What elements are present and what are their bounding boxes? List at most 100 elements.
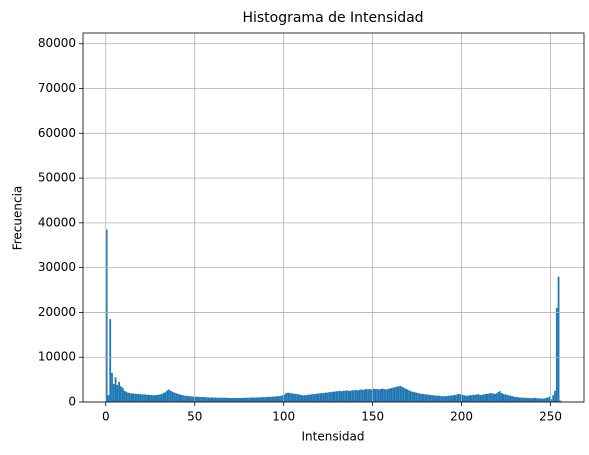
bar [447, 395, 450, 402]
bar [326, 392, 329, 402]
bar [509, 395, 512, 402]
bar [458, 393, 460, 402]
bar [128, 393, 131, 402]
bar [410, 391, 412, 402]
bar [529, 398, 531, 402]
bar [127, 392, 129, 402]
bar [256, 397, 259, 402]
bar [450, 395, 453, 402]
bar [111, 372, 113, 402]
bar [159, 394, 161, 402]
bar [299, 394, 302, 402]
bar [365, 389, 368, 402]
x-tick-label: 0 [102, 410, 110, 424]
bar [253, 397, 256, 402]
bar [333, 391, 336, 402]
bar [490, 393, 492, 402]
bar [401, 386, 403, 402]
bar [442, 396, 444, 402]
bar [461, 394, 464, 402]
bar [411, 391, 414, 402]
bar [294, 393, 297, 402]
bar [192, 396, 195, 402]
bar [160, 393, 163, 402]
bar [262, 397, 265, 402]
bar [269, 396, 272, 402]
bar [216, 397, 218, 402]
bar [107, 395, 110, 402]
bar [310, 394, 313, 402]
bar [424, 394, 427, 402]
x-tick-label: 100 [272, 410, 295, 424]
bar [274, 396, 277, 402]
y-tick-label: 50000 [38, 171, 76, 185]
bar [465, 395, 467, 402]
bar [315, 393, 318, 402]
bar [168, 389, 170, 402]
bar [488, 393, 491, 402]
bar [388, 388, 391, 402]
bar [157, 394, 160, 402]
bar [255, 397, 257, 402]
bar [452, 395, 455, 402]
bar [506, 394, 508, 402]
bar [290, 393, 293, 402]
bar [486, 393, 489, 402]
bar [136, 393, 138, 402]
bar [434, 395, 437, 402]
bar [500, 393, 503, 402]
bar [235, 397, 238, 402]
bar [242, 397, 245, 402]
bar [554, 390, 556, 402]
x-tick-label: 200 [450, 410, 473, 424]
bar [182, 395, 185, 402]
bar [436, 395, 439, 402]
bar [353, 390, 355, 402]
bar [230, 397, 233, 402]
bar [109, 319, 112, 402]
bar [525, 397, 528, 402]
bar [130, 393, 133, 402]
bar [372, 388, 375, 402]
y-tick-label: 20000 [38, 305, 76, 319]
bar [518, 397, 521, 402]
bar [308, 394, 311, 402]
bar [383, 389, 386, 402]
bar [347, 390, 350, 402]
bar [118, 381, 121, 402]
bar [404, 388, 407, 402]
y-tick-label: 30000 [38, 260, 76, 274]
bar [449, 395, 451, 402]
bar [184, 395, 186, 402]
bar [475, 394, 478, 402]
bar [342, 390, 345, 402]
bar [491, 393, 494, 402]
bar [427, 394, 430, 402]
bar [456, 394, 459, 402]
bar [271, 396, 274, 402]
bar [555, 307, 558, 402]
bar [420, 393, 423, 402]
bar [493, 393, 496, 402]
bar [377, 389, 380, 402]
bar [152, 395, 154, 402]
bar [399, 385, 402, 402]
bar [522, 397, 524, 402]
bar [532, 397, 535, 402]
bar [322, 393, 325, 402]
bar [511, 396, 514, 402]
bar [289, 393, 291, 402]
bar [260, 397, 263, 402]
bar [408, 390, 411, 402]
bar [178, 394, 181, 402]
bar [422, 393, 425, 402]
bar [248, 397, 250, 402]
bar [463, 395, 466, 402]
bar [413, 392, 416, 402]
bar [429, 394, 432, 402]
bar [162, 393, 165, 402]
bar [114, 377, 117, 402]
bar [171, 391, 174, 402]
bar [367, 389, 370, 402]
bar [379, 389, 382, 402]
